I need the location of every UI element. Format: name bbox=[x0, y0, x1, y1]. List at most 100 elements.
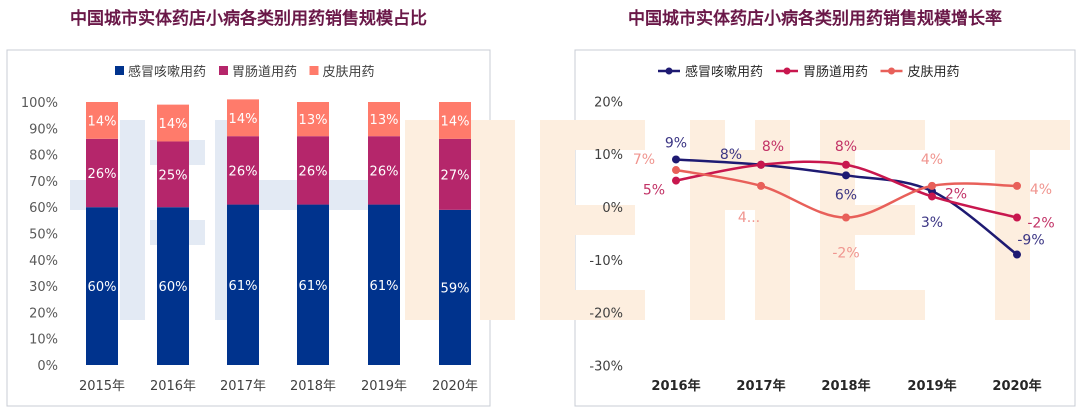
y-tick-label: 10% bbox=[29, 333, 58, 348]
x-tick-label: 2017年 bbox=[736, 378, 785, 394]
bar-segment bbox=[439, 138, 471, 210]
data-label: 27% bbox=[441, 168, 470, 183]
data-label: 60% bbox=[88, 280, 117, 295]
data-label: 26% bbox=[88, 167, 117, 182]
data-label: 61% bbox=[370, 279, 399, 294]
legend-label: 皮肤用药 bbox=[908, 65, 960, 80]
bar-segment bbox=[368, 204, 400, 365]
bar-segment bbox=[86, 207, 118, 365]
y-tick-label: -30% bbox=[589, 359, 623, 374]
data-label: 59% bbox=[441, 281, 470, 296]
data-label: 26% bbox=[299, 164, 328, 179]
bar-segment bbox=[157, 104, 189, 142]
left-chart-title: 中国城市实体药店小病各类别用药销售规模占比 bbox=[70, 9, 427, 29]
data-label: 9% bbox=[665, 135, 687, 151]
watermark-logo-shape bbox=[690, 120, 725, 320]
y-tick-label: 10% bbox=[594, 148, 623, 163]
watermark-logo-shape bbox=[120, 120, 145, 320]
data-point bbox=[672, 166, 680, 175]
legend-swatch bbox=[219, 66, 228, 75]
bar-segment bbox=[157, 141, 189, 208]
y-tick-label: 30% bbox=[29, 280, 58, 295]
y-tick-label: 50% bbox=[29, 228, 58, 243]
data-point bbox=[928, 192, 936, 201]
data-point bbox=[1013, 213, 1021, 222]
legend-marker bbox=[665, 67, 673, 75]
data-label: 25% bbox=[159, 168, 188, 183]
watermark-logo-shape bbox=[575, 290, 645, 320]
y-tick-label: 70% bbox=[29, 175, 58, 190]
data-point bbox=[842, 160, 850, 169]
y-tick-label: 20% bbox=[29, 306, 58, 321]
legend-label: 胃肠道用药 bbox=[232, 65, 297, 80]
bar-segment bbox=[297, 136, 329, 205]
y-tick-label: 20% bbox=[594, 95, 623, 110]
legend-marker bbox=[888, 67, 895, 75]
data-label: -2% bbox=[832, 246, 859, 262]
x-tick-label: 2016年 bbox=[150, 379, 196, 394]
y-tick-label: 100% bbox=[21, 96, 58, 111]
data-label: 6% bbox=[835, 187, 857, 203]
watermark-logo-shape bbox=[755, 120, 790, 320]
legend-label: 感冒咳嗽用药 bbox=[685, 64, 763, 80]
data-point bbox=[757, 181, 765, 190]
bar-segment bbox=[297, 102, 329, 137]
watermark-logo-shape bbox=[540, 120, 575, 320]
data-label: 7% bbox=[633, 152, 655, 168]
data-label: 3% bbox=[921, 215, 943, 231]
data-point bbox=[672, 155, 680, 164]
legend-label: 感冒咳嗽用药 bbox=[128, 64, 206, 80]
x-tick-label: 2018年 bbox=[290, 379, 336, 394]
data-label: -2% bbox=[1027, 216, 1054, 232]
data-point bbox=[672, 176, 680, 185]
data-label: 4% bbox=[1030, 182, 1052, 198]
bar-segment bbox=[227, 204, 259, 365]
bar-segment bbox=[368, 102, 400, 137]
x-tick-label: 2017年 bbox=[220, 379, 266, 394]
watermark-logo-shape bbox=[855, 290, 925, 320]
x-tick-label: 2018年 bbox=[821, 378, 870, 394]
data-label: 4% bbox=[921, 152, 943, 168]
y-tick-label: -20% bbox=[589, 307, 623, 322]
watermark-logo-shape bbox=[575, 205, 635, 235]
data-label: 61% bbox=[299, 279, 328, 294]
data-point bbox=[757, 160, 765, 169]
y-tick-label: -10% bbox=[589, 254, 623, 269]
y-tick-label: 0% bbox=[602, 201, 623, 216]
watermark-logo-shape bbox=[405, 120, 440, 320]
y-tick-label: 90% bbox=[29, 122, 58, 137]
data-point bbox=[1013, 250, 1021, 259]
legend-label: 胃肠道用药 bbox=[803, 65, 868, 80]
data-label: -9% bbox=[1017, 233, 1044, 249]
legend-marker bbox=[783, 67, 791, 75]
data-label: 14% bbox=[441, 114, 470, 129]
right-chart-title: 中国城市实体药店小病各类别用药销售规模增长率 bbox=[628, 9, 1002, 29]
bar-segment bbox=[297, 204, 329, 365]
data-point bbox=[928, 181, 936, 190]
bar-segment bbox=[86, 138, 118, 208]
y-tick-label: 40% bbox=[29, 254, 58, 269]
data-label: 60% bbox=[159, 280, 188, 295]
watermark-logo-shape bbox=[995, 150, 1030, 320]
legend-swatch bbox=[115, 66, 124, 75]
watermark-logo-shape bbox=[950, 120, 1070, 150]
data-label: 8% bbox=[720, 147, 742, 163]
legend-label: 皮肤用药 bbox=[323, 65, 375, 80]
x-tick-label: 2019年 bbox=[907, 378, 956, 394]
y-tick-label: 0% bbox=[37, 359, 58, 374]
data-label: 26% bbox=[229, 164, 258, 179]
data-label: 13% bbox=[370, 113, 399, 128]
data-label: 26% bbox=[370, 164, 399, 179]
watermark-logo-shape bbox=[575, 120, 645, 150]
data-point bbox=[842, 171, 850, 180]
bar-segment bbox=[227, 136, 259, 205]
data-label: 5% bbox=[643, 183, 665, 199]
x-tick-label: 2020年 bbox=[992, 378, 1041, 394]
watermark-logo-shape bbox=[855, 120, 925, 150]
data-label: 14% bbox=[88, 114, 117, 129]
data-label: 2% bbox=[945, 186, 967, 202]
data-label: 4... bbox=[738, 210, 760, 226]
data-label: 14% bbox=[229, 112, 258, 127]
x-tick-label: 2016年 bbox=[651, 378, 700, 394]
